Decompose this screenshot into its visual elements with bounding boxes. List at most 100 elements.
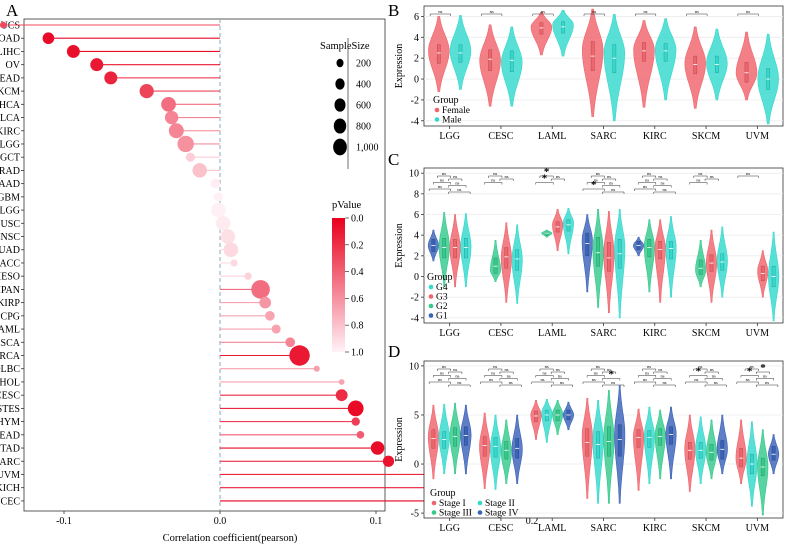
significance-bracket — [704, 384, 727, 387]
x-tick-label: SARC — [590, 523, 616, 534]
violin-chart-stage: -50510ExpressionLGGnsnsnsnsnsnsCESCnsnsn… — [394, 360, 784, 534]
significance-label: ns — [543, 371, 547, 376]
significance-label: ns — [490, 9, 494, 14]
legend-label: G4 — [436, 283, 448, 293]
lollipop-dot — [211, 202, 226, 218]
y-tick-label: 8 — [414, 189, 419, 200]
significance-bracket — [550, 371, 565, 374]
significance-label: ns — [643, 184, 647, 189]
x-tick-label: UVM — [746, 523, 769, 534]
significance-bracket — [437, 368, 451, 371]
violin — [633, 408, 644, 491]
lollipop-dot — [215, 216, 231, 231]
significance-bracket — [428, 188, 451, 191]
significance-bracket — [484, 375, 503, 378]
significance-bracket — [428, 381, 451, 384]
category-label: MESO — [0, 272, 20, 283]
legend-label: Stage III — [439, 509, 472, 519]
lollipop-dot — [66, 45, 80, 58]
significance-label: ns — [556, 367, 560, 372]
color-legend-label: 1.0 — [351, 348, 364, 359]
significance-bracket — [499, 378, 518, 381]
lollipop-dot — [244, 272, 252, 280]
significance-label: ns — [438, 377, 442, 382]
significance-label: * — [747, 366, 753, 378]
violin-box — [612, 44, 617, 74]
lollipop-dot — [192, 163, 207, 178]
violin-box — [744, 62, 749, 83]
violin-box — [617, 424, 622, 457]
significance-bracket — [653, 384, 676, 387]
y-tick-label: 10 — [409, 361, 419, 372]
color-legend-label: 0.2 — [351, 240, 364, 251]
significance-label: ns — [663, 380, 667, 385]
significance-label: ns — [594, 371, 598, 376]
significance-bracket — [653, 178, 668, 181]
significance-bracket — [602, 378, 621, 381]
lollipop-dot — [338, 379, 345, 385]
significance-bracket — [539, 368, 554, 371]
significance-bracket — [736, 381, 759, 384]
legend-title: Group — [430, 488, 456, 499]
x-tick-label: 0.1 — [370, 516, 383, 527]
category-label: PRAD — [0, 166, 20, 177]
panel-label-c: C — [388, 150, 399, 169]
violin-box — [658, 241, 663, 260]
significance-label: ns — [442, 364, 446, 369]
violin-box — [431, 429, 436, 449]
category-label: LIHC — [0, 47, 20, 58]
significance-bracket — [653, 371, 668, 374]
significance-label: ns — [491, 178, 495, 183]
violin-box — [771, 446, 776, 461]
violin-box — [534, 410, 538, 423]
lollipop-dot — [335, 389, 348, 402]
significance-bracket — [448, 384, 471, 387]
violin-box — [493, 257, 498, 274]
significance-bracket — [550, 178, 565, 181]
significance-bracket — [602, 384, 625, 387]
lollipop-dot — [313, 365, 320, 372]
y-tick-label: 5 — [414, 410, 419, 421]
significance-label: * — [591, 179, 597, 191]
violin-box — [493, 437, 498, 458]
significance-label: ns — [698, 364, 702, 369]
significance-bracket — [634, 188, 657, 191]
significance-bracket — [704, 371, 719, 374]
category-label: LAML — [0, 325, 20, 336]
violin-box — [539, 22, 544, 35]
x-tick-label: -0.1 — [56, 516, 72, 527]
x-tick-label: LGG — [439, 523, 460, 534]
legend-swatch — [428, 284, 434, 290]
significance-label: ns — [746, 171, 750, 176]
lollipop-dot — [104, 71, 118, 85]
significance-label: ns — [594, 178, 598, 183]
violin-box — [642, 42, 646, 62]
violin-box — [585, 232, 590, 257]
category-label: DLBC — [0, 364, 20, 375]
violin-box — [647, 430, 652, 448]
lollipop-dot — [265, 311, 275, 321]
significance-label: ns — [455, 374, 459, 379]
y-tick-label: -4 — [411, 116, 419, 127]
significance-bracket — [602, 371, 617, 374]
category-label: SKCM — [0, 87, 20, 98]
significance-bracket — [488, 175, 503, 178]
y-tick-label: 0 — [414, 272, 419, 283]
category-label: THYM — [0, 417, 20, 428]
lollipop-dot — [251, 280, 270, 299]
violin-box — [453, 239, 457, 259]
size-legend-label: 400 — [356, 80, 371, 91]
panel-label-a: A — [6, 1, 19, 20]
x-tick-label: SARC — [590, 131, 616, 142]
significance-bracket — [602, 185, 621, 188]
category-label: LUSC — [0, 219, 20, 230]
significance-bracket — [704, 378, 723, 381]
significance-bracket — [448, 371, 463, 374]
violin-box — [561, 21, 565, 34]
lollipop-dot — [271, 324, 281, 334]
significance-label: ns — [489, 377, 493, 382]
violin-box — [607, 242, 611, 272]
significance-bracket — [429, 13, 451, 16]
category-label: COAD — [0, 34, 20, 45]
significance-bracket — [685, 381, 708, 384]
